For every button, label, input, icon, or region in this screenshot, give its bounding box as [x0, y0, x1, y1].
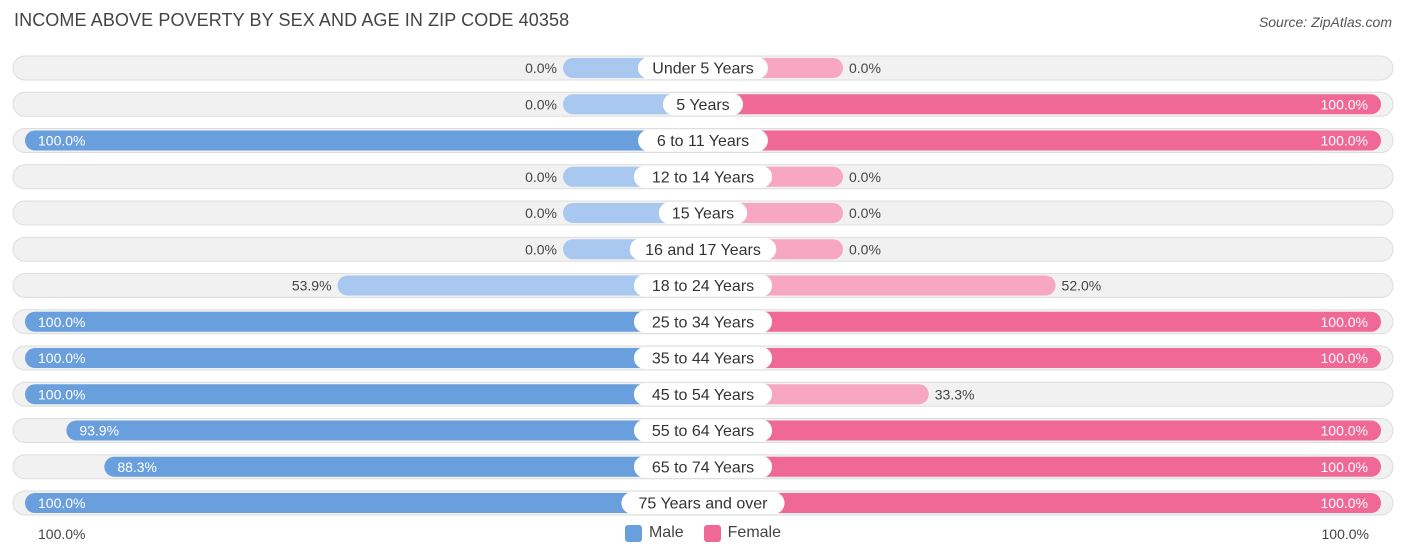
- female-value-label-75-years-and-over: 100.0%: [1321, 495, 1368, 511]
- female-value-label-55-to-64-years: 100.0%: [1321, 423, 1368, 439]
- category-pill-18-to-24-years: [633, 274, 773, 297]
- category-label-15-years: 15 Years: [672, 206, 734, 223]
- category-pill-5-years: [662, 93, 744, 116]
- legend: Male Female: [0, 524, 1406, 542]
- female-bar-75-years-and-over: [703, 493, 1381, 513]
- category-pill-6-to-11-years: [638, 129, 768, 152]
- male-value-label-25-to-34-years: 100.0%: [38, 314, 85, 330]
- male-value-label-15-years: 0.0%: [525, 205, 557, 221]
- male-value-label-18-to-24-years: 53.9%: [292, 278, 332, 294]
- category-label-under-5-years: Under 5 Years: [652, 61, 753, 78]
- category-label-75-years-and-over: 75 Years and over: [639, 496, 769, 513]
- male-bar-55-to-64-years: [66, 420, 703, 441]
- female-value-label-25-to-34-years: 100.0%: [1321, 314, 1368, 330]
- category-pill-12-to-14-years: [633, 165, 773, 188]
- female-bar-25-to-34-years: [703, 311, 1381, 332]
- male-value-label-6-to-11-years: 100.0%: [38, 133, 85, 149]
- category-label-35-to-44-years: 35 to 44 Years: [652, 351, 754, 368]
- female-value-label-16-and-17-years: 0.0%: [849, 241, 881, 257]
- male-value-label-75-years-and-over: 100.0%: [38, 495, 85, 511]
- male-value-label-12-to-14-years: 0.0%: [525, 169, 557, 185]
- category-label-18-to-24-years: 18 to 24 Years: [652, 278, 754, 295]
- category-label-45-to-54-years: 45 to 54 Years: [652, 387, 754, 404]
- female-value-label-under-5-years: 0.0%: [849, 60, 881, 76]
- male-value-label-55-to-64-years: 93.9%: [79, 423, 119, 439]
- category-pill-25-to-34-years: [633, 310, 773, 333]
- male-bar-18-to-24-years: [337, 275, 703, 296]
- category-pill-35-to-44-years: [633, 347, 773, 369]
- female-value-label-5-years: 100.0%: [1321, 96, 1368, 112]
- male-value-label-under-5-years: 0.0%: [525, 60, 557, 76]
- female-bar-6-to-11-years: [703, 130, 1381, 151]
- legend-item-female[interactable]: Female: [703, 524, 782, 542]
- female-value-label-6-to-11-years: 100.0%: [1321, 133, 1368, 149]
- category-pill-15-years: [658, 202, 748, 224]
- male-bar-6-to-11-years: [25, 130, 703, 151]
- chart-title: INCOME ABOVE POVERTY BY SEX AND AGE IN Z…: [14, 10, 570, 30]
- legend-item-male[interactable]: Male: [624, 524, 684, 542]
- male-value-label-16-and-17-years: 0.0%: [525, 241, 557, 257]
- female-bar-65-to-74-years: [703, 456, 1381, 477]
- axis-label-right: 100.0%: [1321, 526, 1369, 542]
- female-bar-55-to-64-years: [703, 420, 1381, 441]
- female-value-label-45-to-54-years: 33.3%: [935, 386, 975, 402]
- category-label-65-to-74-years: 65 to 74 Years: [652, 459, 754, 476]
- category-pill-45-to-54-years: [633, 383, 773, 406]
- male-bar-75-years-and-over: [25, 493, 703, 513]
- category-label-12-to-14-years: 12 to 14 Years: [652, 169, 754, 186]
- category-pill-under-5-years: [638, 57, 768, 79]
- legend-label-female: Female: [727, 524, 782, 541]
- diverging-bar-chart: Under 5 Years 0.0% 0.0% 5 Years 0.0% 100.0% 6 …: [12, 55, 1394, 516]
- female-bar-35-to-44-years: [703, 348, 1381, 368]
- male-value-label-5-years: 0.0%: [525, 96, 557, 112]
- male-bar-35-to-44-years: [25, 348, 703, 368]
- female-value-label-12-to-14-years: 0.0%: [849, 169, 881, 185]
- female-bar-18-to-24-years: [703, 275, 1056, 296]
- female-bar-5-years: [703, 94, 1381, 115]
- male-bar-45-to-54-years: [25, 384, 703, 405]
- legend-swatch-female: [703, 524, 721, 542]
- female-value-label-65-to-74-years: 100.0%: [1321, 459, 1368, 475]
- axis-label-left: 100.0%: [38, 526, 86, 542]
- source-label: Source: ZipAtlas.com: [1258, 14, 1392, 30]
- male-bar-65-to-74-years: [104, 456, 704, 477]
- male-bar-25-to-34-years: [25, 311, 703, 332]
- male-value-label-65-to-74-years: 88.3%: [117, 459, 157, 475]
- legend-label-male: Male: [648, 524, 684, 541]
- category-label-6-to-11-years: 6 to 11 Years: [657, 133, 749, 150]
- legend-swatch-male: [624, 524, 642, 542]
- male-value-label-45-to-54-years: 100.0%: [38, 386, 85, 402]
- male-value-label-35-to-44-years: 100.0%: [38, 350, 85, 366]
- category-label-55-to-64-years: 55 to 64 Years: [652, 423, 754, 440]
- category-label-5-years: 5 Years: [676, 97, 729, 114]
- category-pill-55-to-64-years: [633, 419, 773, 442]
- category-pill-65-to-74-years: [633, 455, 773, 478]
- category-pill-75-years-and-over: [621, 492, 785, 514]
- female-value-label-35-to-44-years: 100.0%: [1321, 350, 1368, 366]
- category-label-16-and-17-years: 16 and 17 Years: [645, 242, 761, 259]
- category-pill-16-and-17-years: [629, 238, 777, 261]
- category-label-25-to-34-years: 25 to 34 Years: [652, 314, 754, 331]
- female-value-label-15-years: 0.0%: [849, 205, 881, 221]
- female-value-label-18-to-24-years: 52.0%: [1062, 278, 1102, 294]
